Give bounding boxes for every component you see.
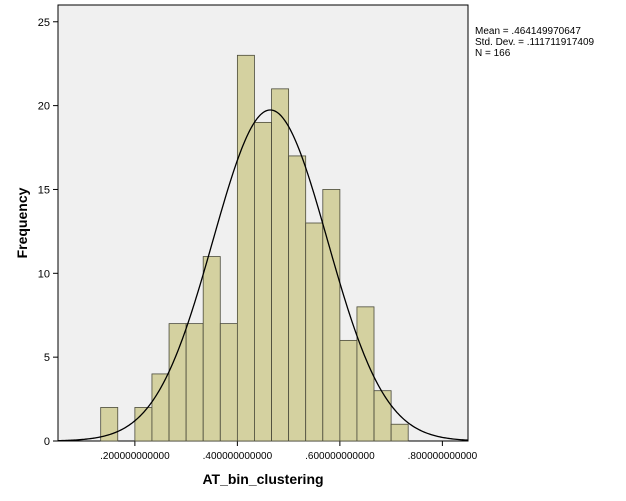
x-tick-label: .400000000000 bbox=[203, 451, 273, 462]
y-tick-label: 25 bbox=[38, 17, 50, 29]
histogram-bar bbox=[202, 256, 221, 442]
statistics-box: Mean = .464149970647 Std. Dev. = .111711… bbox=[475, 26, 594, 59]
x-axis: .200000000000 .400000000000 .600000000000.… bbox=[100, 441, 478, 462]
histogram-bar bbox=[322, 189, 341, 442]
y-tick-label: 0 bbox=[44, 436, 50, 448]
x-tick-label: .600000000000 bbox=[305, 451, 375, 462]
x-tick-label: .800000000000 bbox=[408, 451, 478, 462]
y-tick-label: 20 bbox=[38, 101, 50, 113]
histogram-bar bbox=[254, 121, 272, 442]
y-axis: 0 5 10 15 20 25 bbox=[38, 17, 58, 448]
histogram-bar bbox=[271, 88, 290, 442]
std-dev-label: Std. Dev. = .111711917409 bbox=[475, 37, 595, 48]
histogram-bar bbox=[305, 222, 324, 442]
x-axis-label: AT_bin_clustering bbox=[202, 471, 323, 487]
histogram-bar bbox=[288, 155, 307, 442]
normal-curve bbox=[57, 109, 469, 442]
mean-label: Mean = .464149970647 bbox=[475, 26, 581, 37]
y-tick-label: 15 bbox=[38, 184, 50, 196]
histogram-bar bbox=[339, 339, 358, 442]
histogram-bar bbox=[373, 390, 392, 442]
histogram-bar bbox=[219, 323, 238, 442]
n-label: N = 166 bbox=[475, 48, 511, 59]
y-tick-label: 5 bbox=[44, 352, 50, 364]
y-axis-label: Frequency bbox=[14, 187, 30, 258]
histogram-bar bbox=[151, 373, 170, 442]
y-tick-label: 10 bbox=[38, 268, 50, 280]
histogram-bar bbox=[356, 306, 375, 442]
histogram-bar bbox=[390, 423, 409, 442]
histogram-bar bbox=[185, 323, 204, 442]
histogram-bars bbox=[100, 54, 409, 442]
histogram-bar bbox=[236, 54, 255, 442]
histogram-bar bbox=[168, 323, 187, 442]
x-tick-label: .200000000000 bbox=[100, 451, 170, 462]
